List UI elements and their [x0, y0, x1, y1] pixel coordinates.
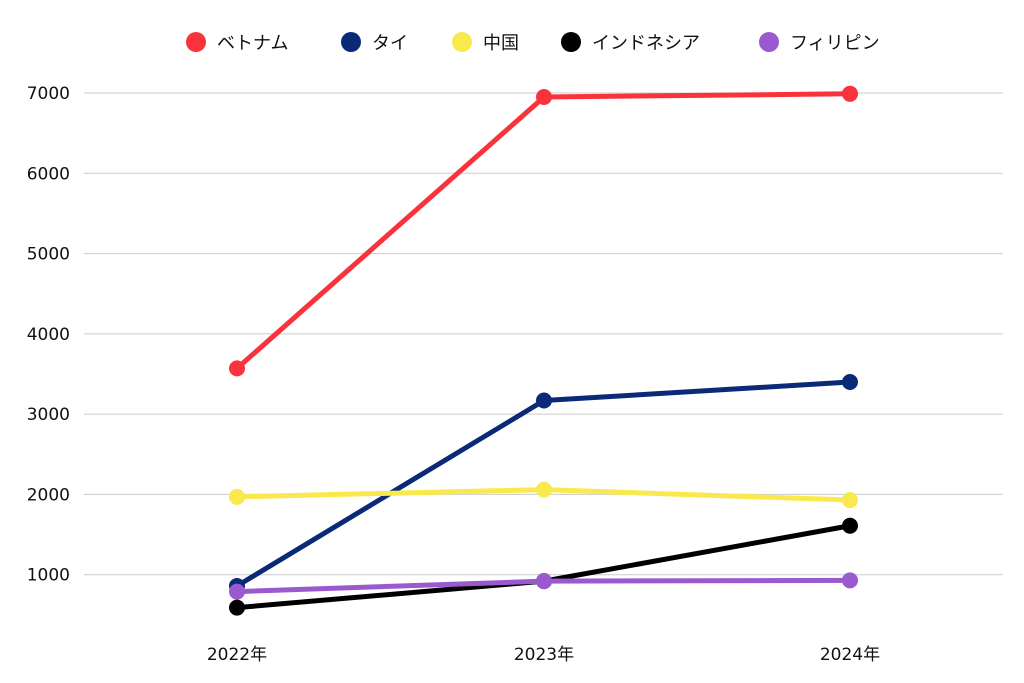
- x-tick-label: 2023年: [514, 645, 574, 665]
- data-point: [842, 572, 858, 589]
- series-layer: [229, 85, 858, 616]
- y-tick-label: 7000: [27, 84, 70, 104]
- grid-layer: [84, 92, 1003, 576]
- series-line: [234, 91, 853, 371]
- legend-item: フィリピン: [759, 32, 880, 54]
- legend-item: インドネシア: [561, 32, 700, 54]
- legend-item: 中国: [452, 32, 519, 54]
- legend-label: タイ: [372, 33, 408, 54]
- data-point: [229, 488, 245, 505]
- x-tick-label: 2024年: [820, 645, 880, 665]
- data-point: [842, 374, 858, 391]
- legend-label: フィリピン: [790, 33, 880, 54]
- data-point: [536, 89, 552, 106]
- legend-label: ベトナム: [217, 33, 288, 54]
- legend-item: ベトナム: [186, 32, 288, 54]
- data-point: [229, 360, 245, 377]
- y-tick-label: 5000: [27, 245, 70, 265]
- data-point: [229, 599, 245, 616]
- legend-marker: [186, 32, 206, 52]
- series-group: [229, 481, 858, 509]
- legend-label: 中国: [483, 33, 519, 54]
- data-point: [842, 85, 858, 102]
- legend: ベトナム タイ 中国 インドネシア フィリピン: [186, 32, 880, 54]
- legend-marker: [452, 32, 472, 52]
- legend-marker: [759, 32, 779, 52]
- y-tick-label: 3000: [27, 405, 70, 425]
- series-group: [229, 85, 858, 377]
- legend-marker: [561, 32, 581, 52]
- data-point: [536, 573, 552, 590]
- y-tick-label: 1000: [27, 566, 70, 586]
- series-group: [229, 572, 858, 600]
- series-group: [229, 374, 858, 594]
- x-axis: 2022年 2023年 2024年: [207, 645, 880, 665]
- y-tick-label: 6000: [27, 164, 70, 184]
- y-tick-label: 2000: [27, 485, 70, 505]
- data-point: [536, 392, 552, 409]
- data-point: [842, 492, 858, 509]
- data-point: [536, 481, 552, 498]
- legend-marker: [341, 32, 361, 52]
- legend-label: インドネシア: [592, 33, 700, 54]
- series-line: [234, 523, 853, 611]
- y-tick-label: 4000: [27, 325, 70, 345]
- y-axis: 1000 2000 3000 4000 5000 6000 7000: [27, 84, 70, 586]
- x-tick-label: 2022年: [207, 645, 267, 665]
- data-point: [229, 583, 245, 600]
- data-point: [842, 517, 858, 534]
- legend-item: タイ: [341, 32, 408, 54]
